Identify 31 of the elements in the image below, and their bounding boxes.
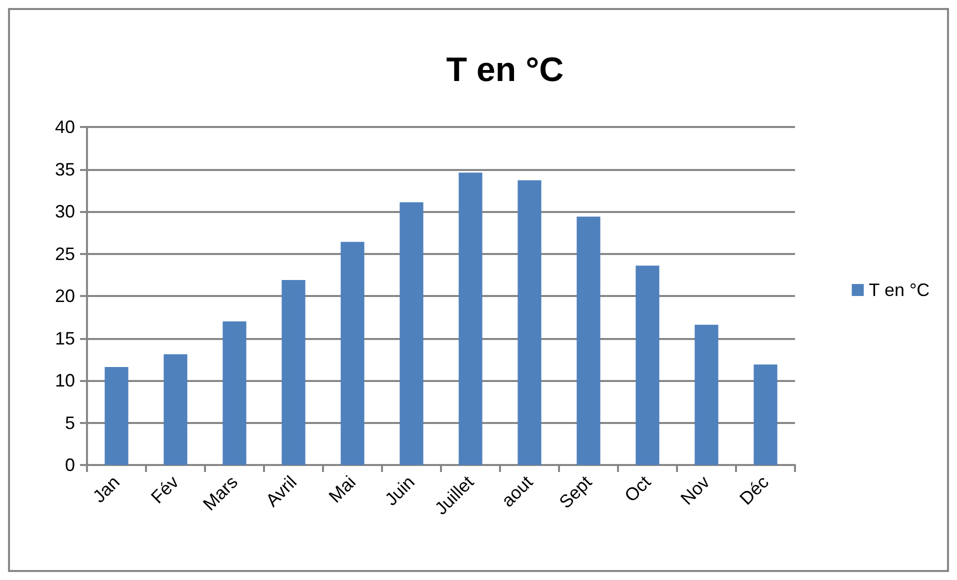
y-tick-label: 35 bbox=[54, 159, 75, 180]
bar bbox=[282, 280, 306, 465]
bar bbox=[576, 216, 600, 465]
x-tick-label: Jan bbox=[88, 472, 124, 507]
bar bbox=[104, 366, 128, 465]
y-tick-label: 25 bbox=[54, 244, 75, 264]
bar bbox=[340, 242, 364, 465]
x-tick-label: Juin bbox=[381, 472, 419, 510]
y-tick-label: 5 bbox=[64, 412, 75, 433]
bar bbox=[636, 266, 660, 465]
bar bbox=[518, 180, 542, 465]
y-tick-label: 0 bbox=[64, 455, 75, 475]
legend-label: T en °C bbox=[868, 280, 930, 300]
y-tick-label: 40 bbox=[54, 117, 75, 137]
bar bbox=[164, 354, 188, 465]
x-tick-label: aout bbox=[498, 472, 537, 511]
y-tick-label: 30 bbox=[54, 202, 75, 222]
x-tick-label: Mai bbox=[324, 472, 360, 507]
bar bbox=[754, 364, 778, 465]
chart-title: T en °C bbox=[446, 51, 564, 89]
y-tick-label: 10 bbox=[54, 370, 75, 390]
x-tick-label: Oct bbox=[620, 472, 655, 506]
bar bbox=[222, 321, 246, 465]
y-tick-label: 20 bbox=[54, 286, 75, 306]
x-tick-label: Nov bbox=[676, 472, 714, 509]
y-tick-label: 15 bbox=[54, 328, 75, 348]
x-tick-label: Déc bbox=[736, 472, 773, 509]
bar bbox=[694, 324, 718, 465]
bar bbox=[400, 202, 424, 465]
bar bbox=[458, 172, 482, 465]
x-tick-label: Fév bbox=[147, 472, 183, 508]
